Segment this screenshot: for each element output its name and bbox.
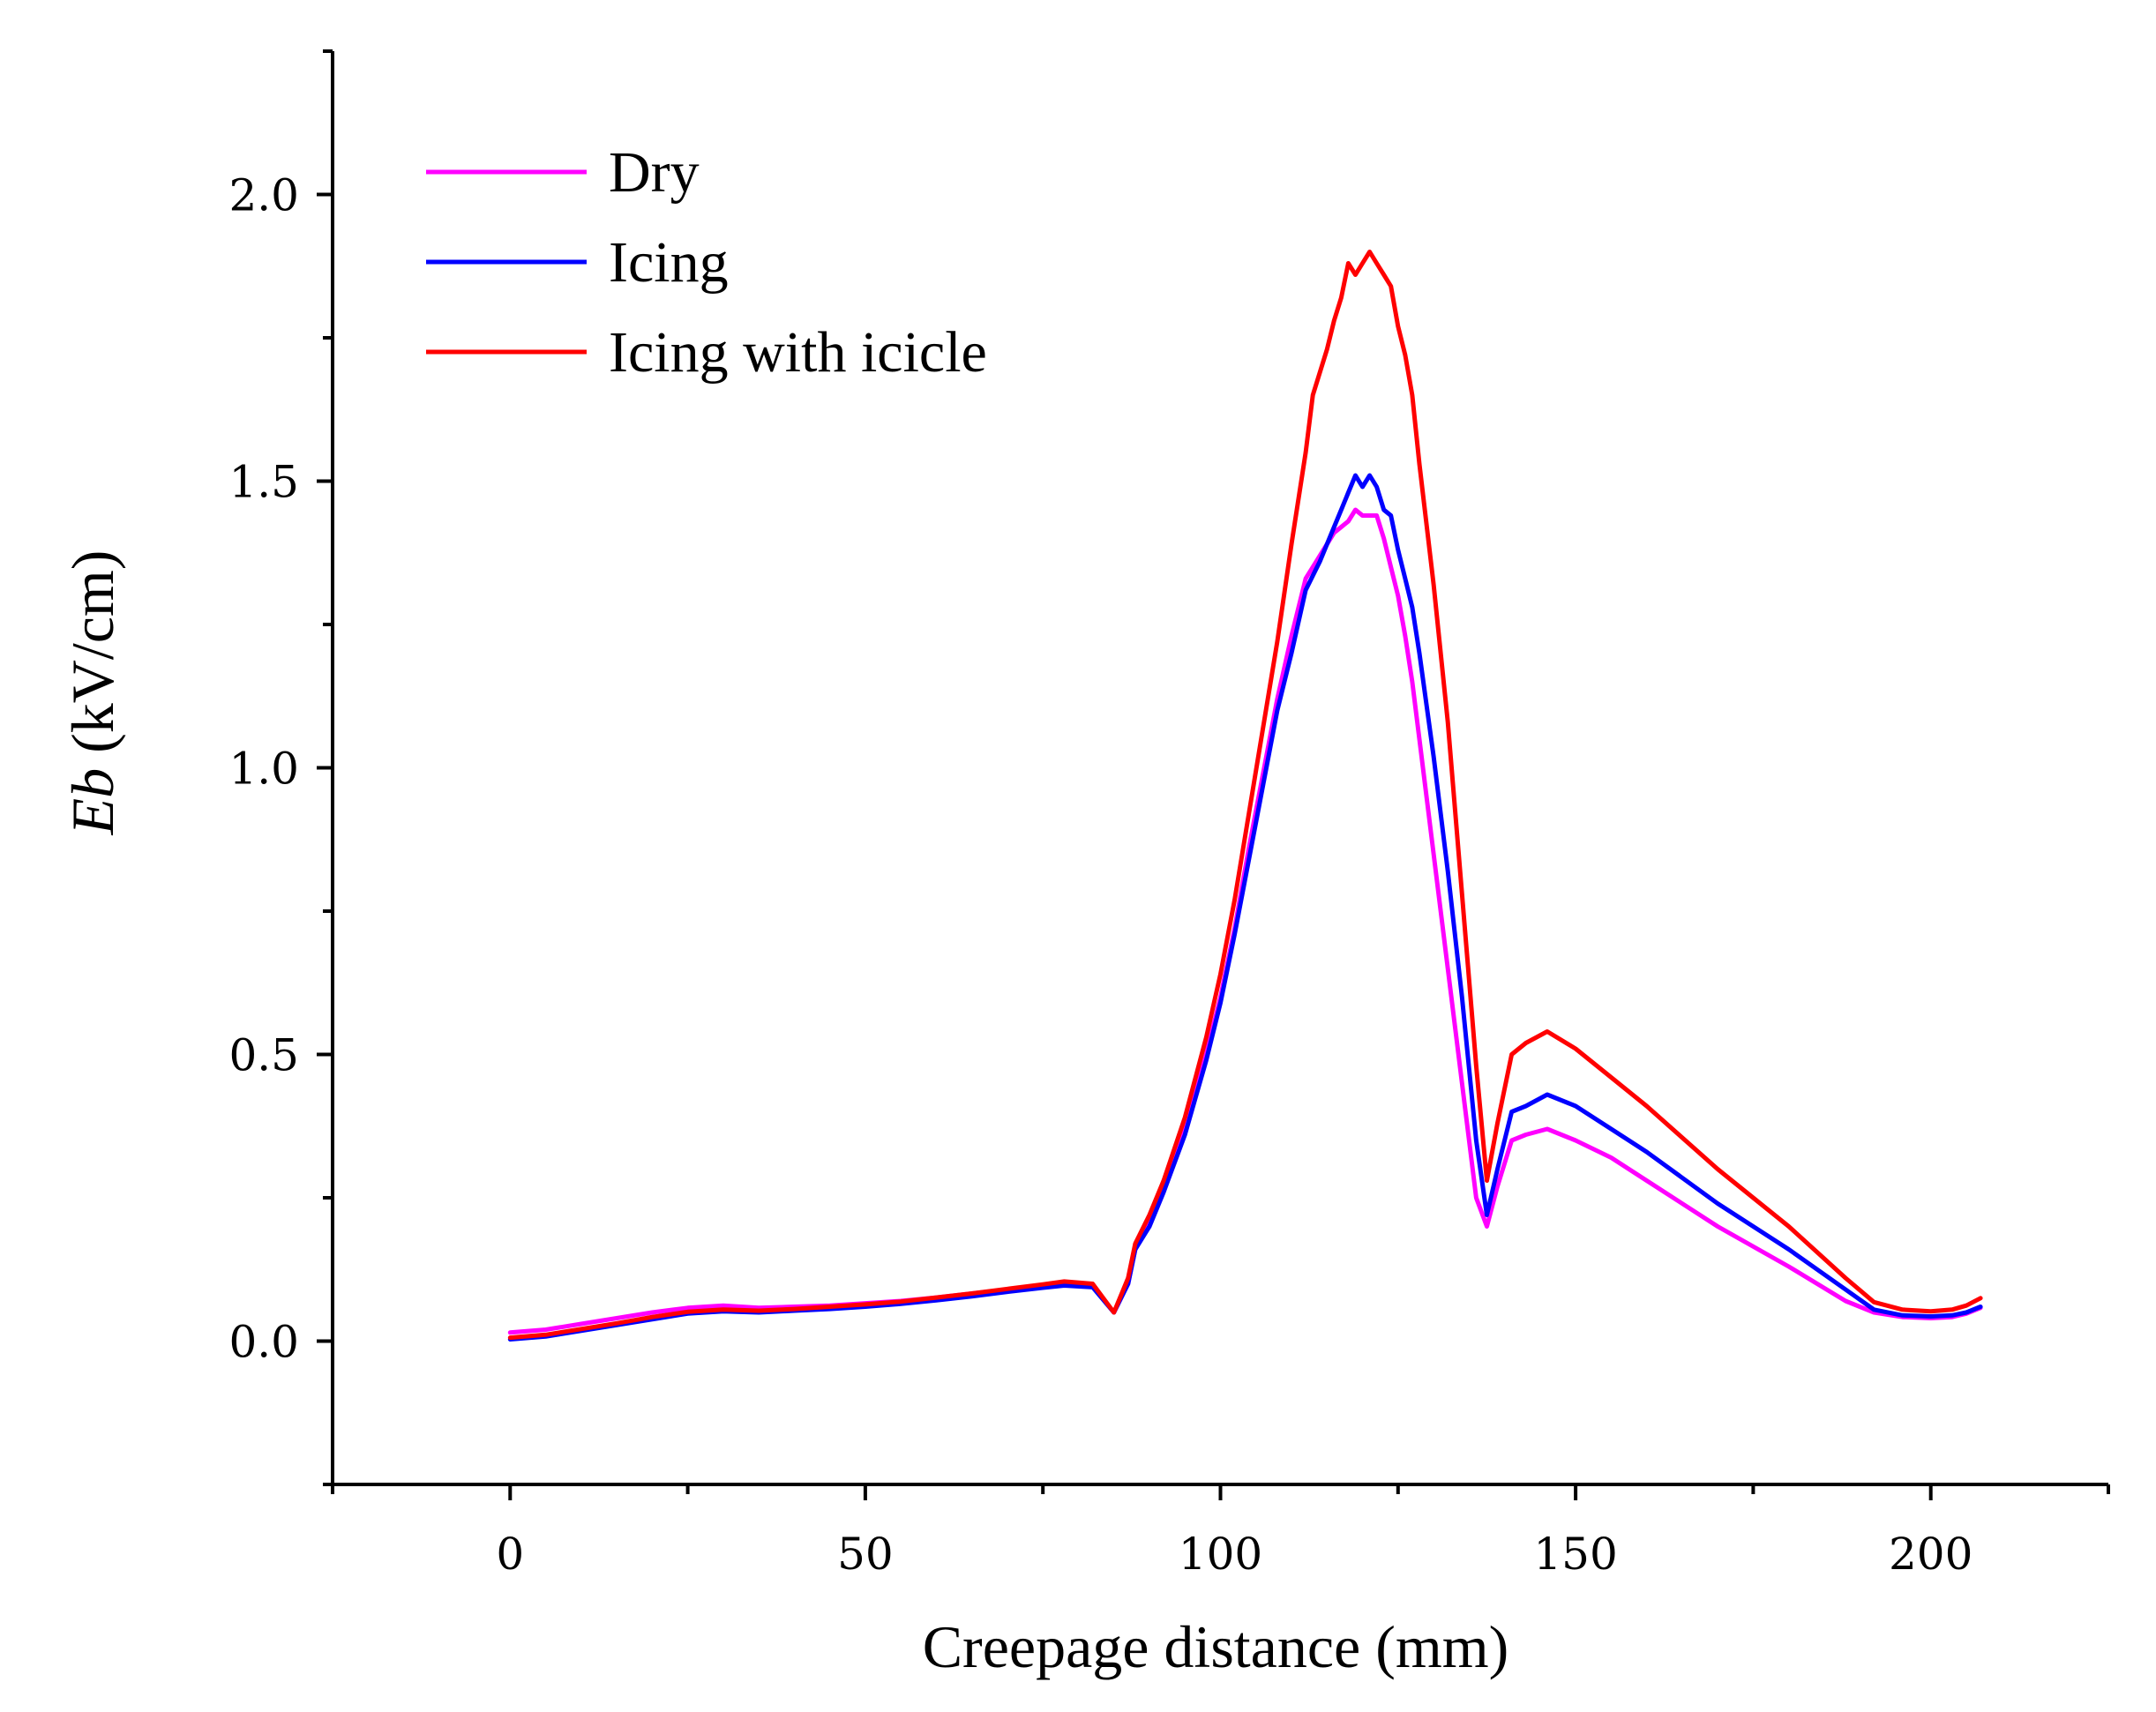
x-tick-label: 200 — [1889, 1529, 1973, 1580]
x-tick-label: 0 — [496, 1529, 524, 1580]
x-tick-label: 150 — [1533, 1529, 1617, 1580]
x-tick-label: 50 — [837, 1529, 894, 1580]
legend-label-icing-with-icicle: Icing with icicle — [609, 320, 987, 385]
y-axis-title-symbol: Eb — [59, 768, 126, 836]
legend: Dry Icing Icing with icicle — [426, 140, 987, 385]
y-axis-title-unit: (kV/cm) — [59, 550, 126, 768]
axes: 0 50 100 150 200 0.0 0.5 1.0 1.5 2.0 — [228, 49, 2110, 1580]
series-line-icing — [507, 473, 1983, 1342]
y-tick-label: 1.5 — [228, 457, 299, 508]
series-line-icing-with-icicle — [507, 250, 1983, 1341]
series-line-dry — [507, 507, 1983, 1335]
y-tick-label: 1.0 — [228, 744, 299, 795]
y-tick-label: 0.0 — [228, 1317, 299, 1368]
y-tick-label: 2.0 — [228, 170, 299, 221]
legend-label-icing: Icing — [609, 230, 729, 295]
legend-label-dry: Dry — [609, 140, 700, 205]
series-layer — [507, 250, 1983, 1342]
x-axis-title: Creepage distance (mm) — [923, 1613, 1509, 1680]
y-tick-label: 0.5 — [228, 1030, 299, 1081]
x-tick-label: 100 — [1179, 1529, 1262, 1580]
y-axis-title: Eb (kV/cm) — [59, 550, 126, 836]
